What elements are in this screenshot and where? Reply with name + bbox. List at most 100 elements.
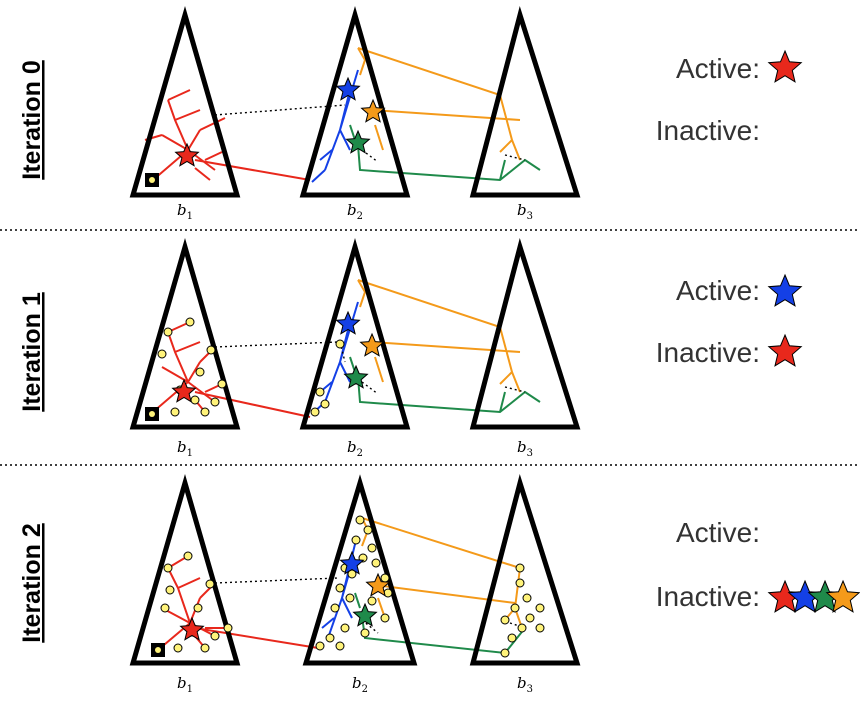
node xyxy=(367,543,377,553)
node xyxy=(157,349,167,359)
node xyxy=(315,387,325,397)
inactive-star-red xyxy=(767,333,803,367)
iteration-label: Iteration 1 xyxy=(18,292,46,412)
node xyxy=(183,551,193,561)
node xyxy=(535,603,545,613)
root-node-center xyxy=(149,411,155,417)
node xyxy=(206,345,216,355)
node xyxy=(345,593,355,603)
tree-label-b1: b1 xyxy=(177,201,193,222)
node xyxy=(163,327,173,337)
node xyxy=(170,407,180,417)
tree-b3-triangle xyxy=(469,5,581,198)
tree-b2-triangle xyxy=(302,474,418,666)
blue-branches xyxy=(311,301,359,415)
node xyxy=(510,603,520,613)
node xyxy=(165,585,175,595)
node xyxy=(335,583,345,593)
orange-star xyxy=(365,572,391,597)
red-star xyxy=(174,142,200,167)
explored-nodes xyxy=(160,515,545,658)
tree-b1-triangle xyxy=(129,473,241,666)
red-star xyxy=(171,378,197,403)
node xyxy=(500,648,510,658)
tree-b2-triangle xyxy=(299,237,411,430)
node xyxy=(522,593,532,603)
tree-label-b2: b2 xyxy=(347,438,363,459)
tree-b1-triangle xyxy=(129,237,241,430)
red-branches xyxy=(144,89,311,181)
node xyxy=(193,603,203,613)
tree-label-b1: b1 xyxy=(177,674,193,695)
node xyxy=(185,317,195,327)
node xyxy=(507,633,517,643)
blue-star xyxy=(335,76,361,101)
node xyxy=(205,579,215,589)
node xyxy=(360,628,370,638)
node xyxy=(195,367,205,377)
orange-star xyxy=(360,98,386,123)
node xyxy=(347,569,357,579)
node xyxy=(315,641,325,651)
node xyxy=(330,603,340,613)
node xyxy=(371,558,381,568)
node xyxy=(515,578,525,588)
explored-nodes xyxy=(157,317,345,417)
tree-label-b2: b2 xyxy=(347,201,363,222)
root-node-center xyxy=(149,177,155,183)
node xyxy=(210,631,220,641)
node xyxy=(525,613,535,623)
tree-label-b3: b3 xyxy=(517,201,533,222)
node xyxy=(325,633,335,643)
node xyxy=(351,535,361,545)
row-iteration-2: Iteration 2 xyxy=(18,473,860,695)
dotted-links xyxy=(214,577,526,634)
tree-b2-triangle xyxy=(299,5,411,198)
active-label: Active: xyxy=(676,53,760,84)
node xyxy=(200,643,210,653)
node xyxy=(380,573,390,583)
root-node-center xyxy=(155,647,161,653)
green-star xyxy=(343,364,369,389)
orange-branches xyxy=(357,279,521,393)
row-iteration-1: Iteration 1 xyxy=(18,237,803,459)
node xyxy=(367,596,377,606)
green-branches xyxy=(349,124,541,182)
blue-star xyxy=(339,550,365,575)
green-star xyxy=(352,602,378,627)
green-star xyxy=(345,129,371,154)
node xyxy=(500,615,510,625)
node xyxy=(515,563,525,573)
node xyxy=(517,623,527,633)
red-branches xyxy=(157,555,319,651)
blue-branches xyxy=(311,69,359,183)
node xyxy=(210,397,220,407)
inactive-star-orange xyxy=(825,579,860,613)
orange-branches xyxy=(357,47,521,161)
node xyxy=(355,515,365,525)
node xyxy=(160,603,170,613)
tree-label-b2: b2 xyxy=(352,674,368,695)
node xyxy=(380,613,390,623)
tree-b3-triangle xyxy=(469,237,581,430)
active-star-blue xyxy=(767,273,803,307)
orange-star xyxy=(359,332,385,357)
node xyxy=(200,407,210,417)
active-label: Active: xyxy=(676,517,760,548)
tree-label-b1: b1 xyxy=(177,438,193,459)
red-star xyxy=(179,616,205,641)
dotted-links xyxy=(214,104,526,163)
inactive-label: Inactive: xyxy=(656,337,760,368)
iteration-label: Iteration 2 xyxy=(18,523,46,642)
node xyxy=(310,407,320,417)
inactive-label: Inactive: xyxy=(656,115,760,146)
tree-label-b3: b3 xyxy=(517,438,533,459)
active-label: Active: xyxy=(676,275,760,306)
node xyxy=(340,623,350,633)
inactive-label: Inactive: xyxy=(656,581,760,612)
tree-b3-triangle xyxy=(469,473,581,666)
node xyxy=(163,563,173,573)
node xyxy=(217,379,227,389)
